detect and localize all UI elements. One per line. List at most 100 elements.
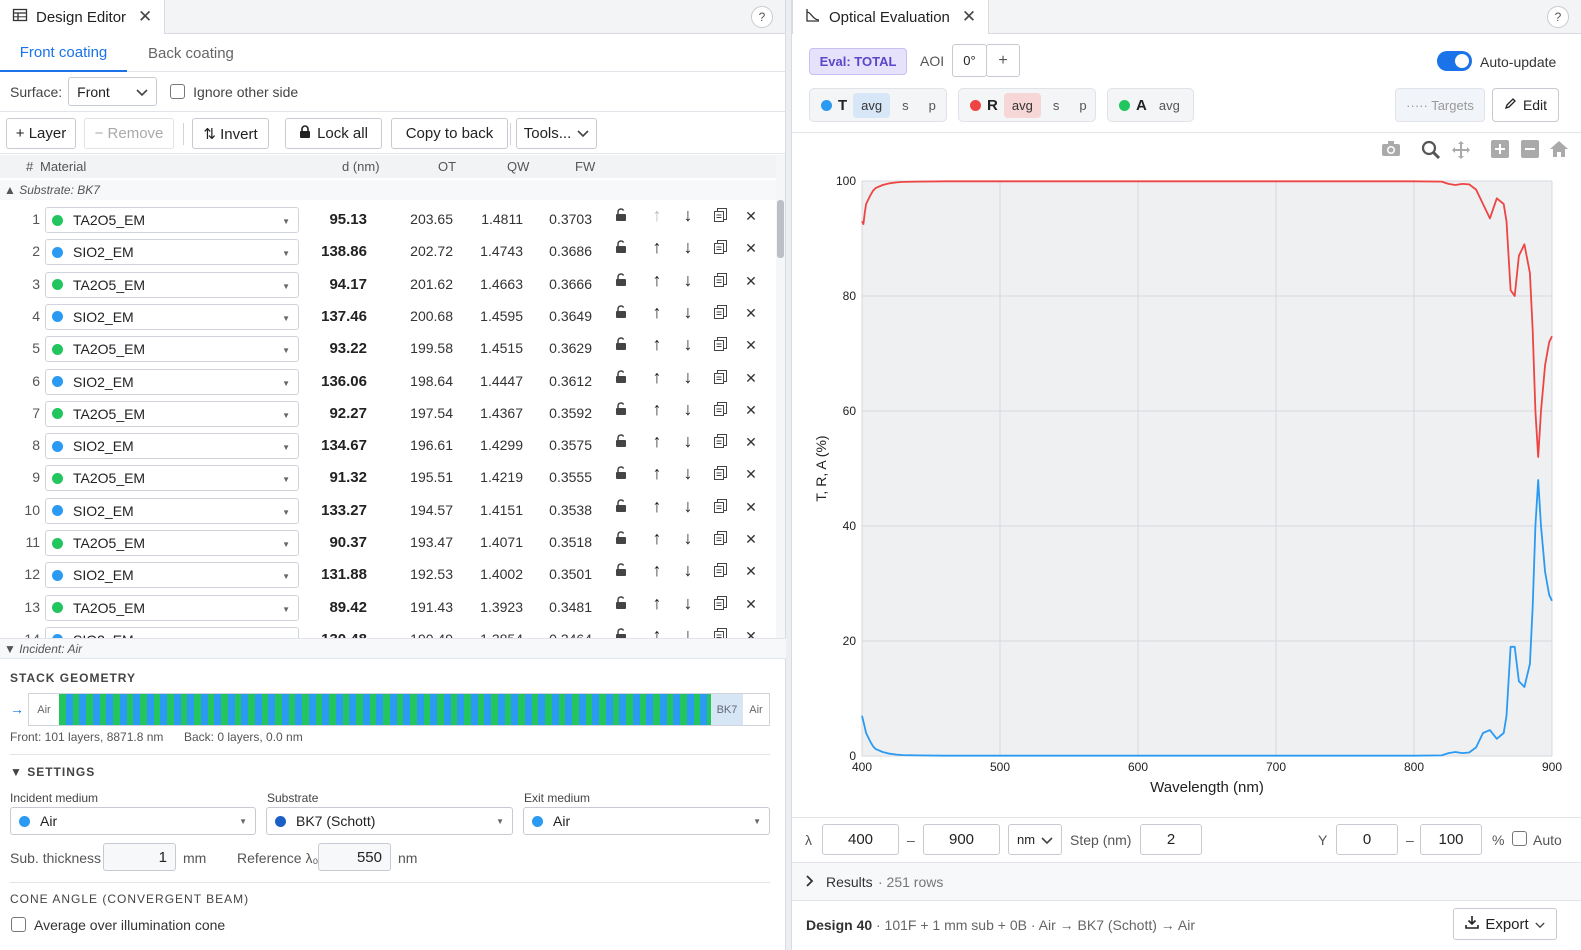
y-min-input[interactable]: 0 bbox=[1336, 824, 1398, 855]
material-select[interactable]: TA2O5_EM ▼ bbox=[45, 594, 299, 621]
zoom-in-icon[interactable] bbox=[1491, 140, 1509, 163]
thickness-value[interactable]: 93.22 bbox=[329, 340, 367, 358]
delete-icon[interactable]: ✕ bbox=[745, 531, 757, 547]
material-select[interactable]: TA2O5_EM ▼ bbox=[45, 271, 299, 298]
zoom-icon[interactable] bbox=[1421, 140, 1441, 165]
delete-icon[interactable]: ✕ bbox=[745, 563, 757, 580]
arrow-down-icon[interactable]: ↓ bbox=[683, 624, 693, 638]
arrow-up-icon[interactable]: ↑ bbox=[652, 431, 662, 452]
unit-select[interactable]: nm bbox=[1008, 824, 1062, 855]
a-label[interactable]: A bbox=[1136, 96, 1147, 114]
delete-icon[interactable]: ✕ bbox=[745, 304, 757, 321]
pan-icon[interactable] bbox=[1451, 140, 1471, 165]
delete-icon[interactable]: ✕ bbox=[745, 337, 757, 354]
unlock-icon[interactable] bbox=[613, 498, 629, 517]
unlock-icon[interactable] bbox=[613, 305, 629, 323]
tab-front-coating[interactable]: Front coating bbox=[0, 35, 127, 72]
material-select[interactable]: TA2O5_EM ▼ bbox=[45, 530, 299, 556]
delete-icon[interactable]: ✕ bbox=[745, 595, 757, 612]
thickness-value[interactable]: 138.86 bbox=[321, 243, 367, 261]
duplicate-icon[interactable] bbox=[712, 304, 728, 323]
camera-icon[interactable] bbox=[1381, 140, 1401, 163]
arrow-down-icon[interactable]: ↓ bbox=[683, 398, 693, 419]
surface-select[interactable]: Front bbox=[68, 77, 158, 106]
duplicate-icon[interactable] bbox=[712, 337, 728, 355]
step-input[interactable]: 2 bbox=[1140, 824, 1202, 855]
arrow-up-icon[interactable]: ↑ bbox=[652, 495, 662, 516]
duplicate-icon[interactable] bbox=[712, 240, 728, 258]
invert-button[interactable]: ⇅ Invert bbox=[192, 118, 269, 149]
auto-y-checkbox[interactable] bbox=[1512, 831, 1527, 846]
thickness-value[interactable]: 137.46 bbox=[321, 307, 367, 325]
duplicate-icon[interactable] bbox=[712, 563, 728, 581]
close-icon[interactable]: ✕ bbox=[138, 7, 153, 26]
thickness-value[interactable]: 134.67 bbox=[321, 437, 367, 455]
thickness-value[interactable]: 133.27 bbox=[321, 501, 367, 519]
arrow-down-icon[interactable]: ↓ bbox=[683, 301, 693, 322]
thickness-value[interactable]: 92.27 bbox=[329, 404, 367, 422]
arrow-down-icon[interactable]: ↓ bbox=[683, 431, 693, 452]
arrow-down-icon[interactable]: ↓ bbox=[683, 205, 693, 225]
material-select[interactable]: SIO2_EM ▼ bbox=[45, 626, 299, 638]
remove-layer-button[interactable]: − Remove bbox=[84, 118, 174, 149]
duplicate-icon[interactable] bbox=[712, 272, 728, 291]
y-max-input[interactable]: 100 bbox=[1420, 824, 1482, 855]
close-icon[interactable]: ✕ bbox=[961, 7, 977, 26]
arrow-up-icon[interactable]: ↑ bbox=[652, 560, 662, 581]
delete-icon[interactable]: ✕ bbox=[745, 369, 757, 386]
arrow-down-icon[interactable]: ↓ bbox=[683, 560, 693, 581]
duplicate-icon[interactable] bbox=[712, 369, 728, 388]
reference-wavelength-input[interactable]: 550 bbox=[318, 843, 391, 871]
lock-all-button[interactable]: Lock all bbox=[285, 118, 382, 149]
add-layer-button[interactable]: + Layer bbox=[6, 118, 76, 149]
duplicate-icon[interactable] bbox=[712, 401, 728, 420]
ignore-other-side-checkbox[interactable] bbox=[170, 84, 186, 99]
thickness-value[interactable]: 90.37 bbox=[329, 534, 367, 551]
tab-optical-evaluation[interactable]: Optical Evaluation ✕ bbox=[792, 0, 990, 34]
arrow-down-icon[interactable]: ↓ bbox=[683, 366, 693, 387]
delete-icon[interactable]: ✕ bbox=[745, 434, 757, 451]
r-avg-button[interactable]: avg bbox=[1003, 92, 1041, 118]
duplicate-icon[interactable] bbox=[712, 466, 728, 484]
arrow-up-icon[interactable]: ↑ bbox=[652, 269, 662, 290]
eval-mode-button[interactable]: Eval: TOTAL bbox=[809, 48, 907, 75]
delete-icon[interactable]: ✕ bbox=[745, 401, 757, 418]
material-select[interactable]: TA2O5_EM ▼ bbox=[45, 336, 299, 363]
arrow-up-icon[interactable]: ↑ bbox=[652, 463, 662, 484]
panel-splitter[interactable] bbox=[786, 0, 792, 950]
help-button[interactable]: ? bbox=[751, 6, 773, 28]
r-label[interactable]: R bbox=[987, 96, 998, 114]
material-select[interactable]: SIO2_EM ▼ bbox=[45, 433, 299, 460]
delete-icon[interactable]: ✕ bbox=[745, 208, 757, 224]
targets-button[interactable]: ····· Targets bbox=[1395, 88, 1485, 122]
duplicate-icon[interactable] bbox=[712, 208, 728, 226]
unlock-icon[interactable] bbox=[613, 272, 629, 291]
spectrum-chart[interactable]: 400 500 600 700 800 900 0 20 40 60 80 100 Waveleng… bbox=[792, 133, 1581, 803]
arrow-down-icon[interactable]: ↓ bbox=[683, 592, 693, 613]
thickness-value[interactable]: 136.06 bbox=[321, 372, 367, 390]
arrow-down-icon[interactable]: ↓ bbox=[683, 269, 693, 290]
thickness-value[interactable]: 94.17 bbox=[329, 275, 367, 293]
unlock-icon[interactable] bbox=[613, 595, 629, 614]
material-select[interactable]: TA2O5_EM ▼ bbox=[45, 207, 299, 233]
r-s-button[interactable]: s bbox=[1052, 97, 1060, 113]
delete-icon[interactable]: ✕ bbox=[745, 498, 757, 515]
t-avg-button[interactable]: avg bbox=[853, 92, 891, 118]
delete-icon[interactable]: ✕ bbox=[745, 466, 757, 483]
material-select[interactable]: TA2O5_EM ▼ bbox=[45, 465, 299, 492]
settings-title[interactable]: ▼ SETTINGS bbox=[10, 765, 96, 779]
duplicate-icon[interactable] bbox=[712, 498, 728, 517]
results-row[interactable]: Results · 251 rows bbox=[792, 862, 1581, 900]
material-select[interactable]: TA2O5_EM ▼ bbox=[45, 400, 299, 427]
thickness-value[interactable]: 91.32 bbox=[329, 469, 367, 487]
sub-thickness-input[interactable]: 1 bbox=[103, 843, 176, 871]
thickness-value[interactable]: 89.42 bbox=[329, 598, 367, 616]
zoom-out-icon[interactable] bbox=[1521, 140, 1539, 163]
unlock-icon[interactable] bbox=[613, 240, 629, 258]
unlock-icon[interactable] bbox=[613, 434, 629, 452]
unlock-icon[interactable] bbox=[613, 563, 629, 581]
unlock-icon[interactable] bbox=[613, 402, 629, 420]
duplicate-icon[interactable] bbox=[712, 434, 728, 452]
incident-medium-select[interactable]: Air ▼ bbox=[10, 807, 256, 835]
t-p-button[interactable]: p bbox=[928, 97, 936, 113]
